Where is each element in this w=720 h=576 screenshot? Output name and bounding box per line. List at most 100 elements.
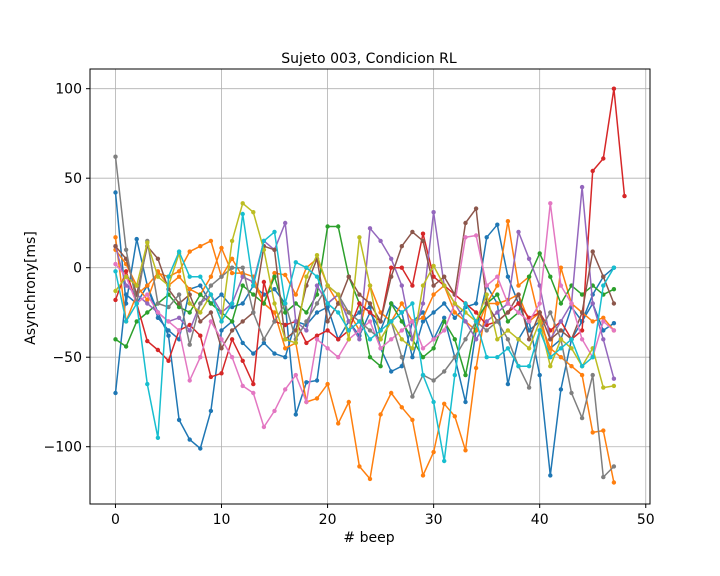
data-point xyxy=(113,261,118,267)
data-point xyxy=(113,154,118,159)
data-point xyxy=(123,247,129,252)
data-point xyxy=(272,247,277,252)
data-point xyxy=(336,224,341,229)
data-point xyxy=(410,229,415,235)
data-point xyxy=(431,346,436,351)
data-point xyxy=(198,355,203,360)
data-point xyxy=(601,274,606,279)
data-point xyxy=(219,292,224,297)
data-point xyxy=(590,430,595,435)
data-point xyxy=(495,337,500,342)
data-point xyxy=(558,283,564,288)
data-point xyxy=(420,319,426,324)
data-point xyxy=(526,319,532,324)
data-point xyxy=(505,346,511,351)
data-point xyxy=(367,301,373,306)
data-point xyxy=(611,301,617,306)
data-point xyxy=(240,383,245,389)
data-point xyxy=(431,283,436,288)
data-point xyxy=(389,369,394,374)
data-point xyxy=(601,328,606,333)
data-point xyxy=(537,310,542,315)
data-point xyxy=(336,310,341,315)
data-point xyxy=(176,269,182,274)
data-point xyxy=(229,265,235,270)
data-point xyxy=(240,265,245,270)
data-point xyxy=(569,390,574,396)
data-point xyxy=(569,301,574,306)
data-point xyxy=(314,333,320,338)
data-point xyxy=(155,315,161,320)
data-point xyxy=(420,346,426,351)
data-point xyxy=(431,399,436,405)
data-point xyxy=(579,310,585,315)
data-point xyxy=(601,474,606,480)
data-point xyxy=(526,274,532,279)
data-point xyxy=(198,446,203,451)
data-point xyxy=(113,297,118,303)
data-point xyxy=(272,408,277,414)
data-point xyxy=(579,337,585,342)
data-point xyxy=(166,274,171,279)
x-tick-label-4: 40 xyxy=(531,512,549,528)
data-point xyxy=(176,304,182,310)
data-point xyxy=(166,333,171,338)
data-point xyxy=(601,428,606,433)
data-point xyxy=(113,269,118,274)
x-tick-label-3: 30 xyxy=(425,512,443,528)
data-point xyxy=(389,256,394,261)
data-point xyxy=(187,328,192,333)
data-point xyxy=(463,399,468,405)
y-tick-label-2: 0 xyxy=(73,261,82,277)
x-tick-label-1: 10 xyxy=(213,512,231,528)
data-point xyxy=(145,283,150,288)
data-point xyxy=(442,301,447,306)
data-point xyxy=(558,355,564,360)
x-tick-label-2: 20 xyxy=(319,512,337,528)
data-point xyxy=(537,301,542,306)
data-point xyxy=(463,319,468,324)
data-point xyxy=(420,355,426,360)
data-point xyxy=(272,229,277,235)
data-point xyxy=(526,256,532,261)
data-point xyxy=(367,355,373,360)
data-point xyxy=(187,310,192,315)
data-point xyxy=(240,340,245,346)
data-point xyxy=(219,274,224,279)
data-point xyxy=(293,260,298,265)
data-point xyxy=(399,337,404,342)
data-point xyxy=(601,283,606,288)
data-point xyxy=(187,274,192,279)
data-point xyxy=(325,346,330,351)
y-tick-label-1: −50 xyxy=(52,350,82,366)
data-point xyxy=(325,319,330,324)
data-point xyxy=(134,283,139,288)
data-point xyxy=(495,310,500,315)
data-point xyxy=(558,346,564,351)
data-point xyxy=(399,310,404,315)
series-line-10 xyxy=(114,202,615,389)
data-point xyxy=(548,355,553,360)
data-point xyxy=(537,328,542,333)
data-point xyxy=(389,390,394,396)
data-point xyxy=(548,337,553,342)
data-point xyxy=(357,319,362,324)
data-point xyxy=(590,319,595,324)
y-tick-label-4: 100 xyxy=(55,82,82,98)
data-point xyxy=(389,337,394,342)
x-tick-label-5: 50 xyxy=(637,512,655,528)
data-point xyxy=(442,315,447,320)
data-point xyxy=(145,310,150,315)
data-point xyxy=(219,319,224,324)
data-point xyxy=(283,301,288,306)
data-point xyxy=(611,287,617,292)
data-point xyxy=(187,342,192,347)
series-line-4 xyxy=(115,225,615,376)
data-point xyxy=(473,233,479,238)
data-point xyxy=(155,310,161,315)
data-point xyxy=(505,274,511,279)
data-point xyxy=(463,448,468,453)
data-point xyxy=(325,328,330,333)
data-point xyxy=(229,238,235,244)
data-point xyxy=(495,355,500,360)
